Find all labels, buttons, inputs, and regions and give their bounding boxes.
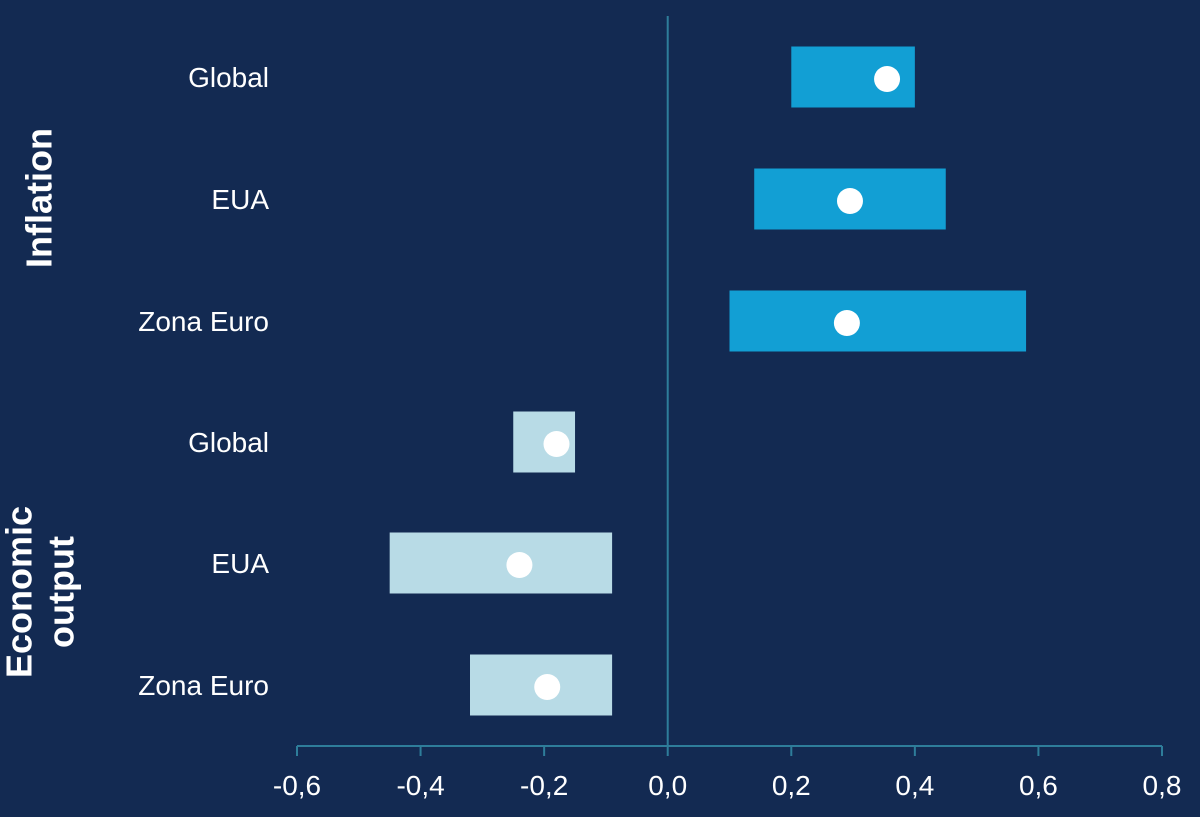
range-bar-1-eua xyxy=(389,532,613,594)
group-label-economic-line1: Economic xyxy=(0,506,40,678)
group-label-inflation: Inflation xyxy=(19,128,60,268)
category-label-1-eua: EUA xyxy=(211,548,269,579)
bars-layer xyxy=(389,46,1027,716)
group-labels: Inflation Economic output xyxy=(0,128,82,678)
category-label-0-eua: EUA xyxy=(211,184,269,215)
category-label-0-zona-euro: Zona Euro xyxy=(138,306,269,337)
x-tick-label: -0,2 xyxy=(520,770,568,801)
category-label-0-global: Global xyxy=(188,62,269,93)
x-tick-label: -0,4 xyxy=(396,770,444,801)
point-marker-1-global xyxy=(543,431,570,457)
x-tick-label: 0,4 xyxy=(895,770,934,801)
x-tick-label: 0,6 xyxy=(1019,770,1058,801)
range-bar-0-zona-euro xyxy=(729,290,1027,352)
point-marker-1-zona-euro xyxy=(534,674,561,700)
x-tick-label: -0,6 xyxy=(273,770,321,801)
point-marker-0-zona-euro xyxy=(833,310,860,336)
point-marker-1-eua xyxy=(506,552,533,578)
x-tick-label: 0,2 xyxy=(772,770,811,801)
category-label-1-zona-euro: Zona Euro xyxy=(138,670,269,701)
x-tick-label: 0,8 xyxy=(1143,770,1182,801)
point-marker-0-global xyxy=(874,66,901,92)
point-marker-0-eua xyxy=(836,188,863,214)
x-tick-label: 0,0 xyxy=(648,770,687,801)
category-label-1-global: Global xyxy=(188,427,269,458)
category-labels: Global EUA Zona Euro Global EUA Zona Euro xyxy=(138,62,269,701)
group-label-economic-line2: output xyxy=(41,536,82,648)
x-axis: -0,6 -0,4 -0,2 0,0 0,2 0,4 0,6 0,8 xyxy=(273,16,1182,801)
